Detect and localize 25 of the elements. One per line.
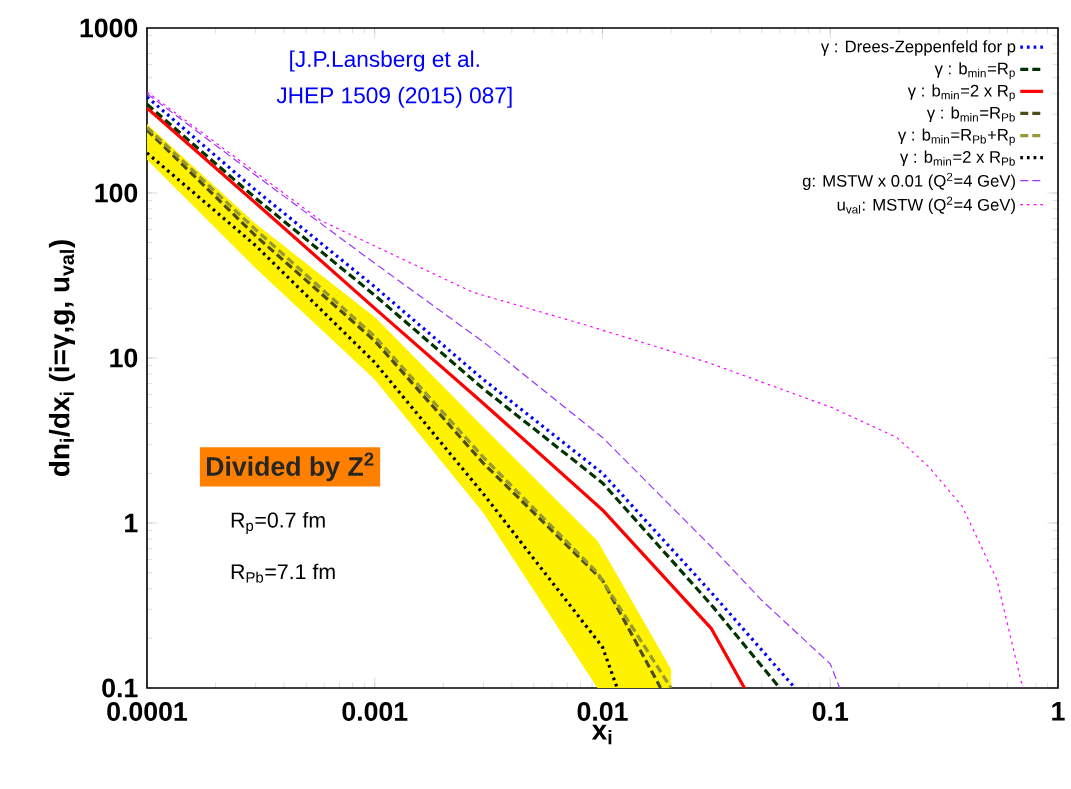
x-tick-label: 0.1 <box>812 702 849 721</box>
y-tick-label: 10 <box>110 348 138 368</box>
legend-label: γ : b$_{min}$=R$_{p}$ <box>934 62 1015 80</box>
legend-label: u$_{val}$: MSTW (Q$^{2}$=4 GeV) <box>837 196 1015 214</box>
x-tick-label: 1 <box>1052 702 1065 721</box>
x-axis-title: x$_{i}$ <box>591 724 612 745</box>
annotation: JHEP 1509 (2015) 087] <box>276 86 512 108</box>
y-tick-label: 1 <box>125 513 138 533</box>
y-axis-title: dn$_{i}$/dx$_{i}$ (i=γ,g, u$_{val}$) <box>48 240 76 477</box>
y-tick-label: 100 <box>95 183 138 203</box>
legend-label: γ : b$_{min}$=2 x R$_{Pb}$ <box>900 150 1015 167</box>
legend-label: γ : b$_{min}$=R$_{Pb}$ <box>926 106 1015 122</box>
legend-label: γ : Drees-Zeppenfeld for p <box>820 40 1016 56</box>
annotation: R$_{Pb}$=7.1 fm <box>231 563 335 583</box>
annotation: Divided by Z$^{2}$ <box>207 452 374 482</box>
x-tick-label: 0.001 <box>342 702 408 721</box>
annotation: R$_{p}$=0.7 fm <box>231 512 325 534</box>
legend-label: g: MSTW x 0.01 (Q$^{2}$=4 GeV) <box>802 172 1015 191</box>
x-tick-label: 0.01 <box>577 702 628 721</box>
legend-label: γ : b$_{min}$=R$_{Pb}$+R$_{p}$ <box>897 128 1015 146</box>
legend-label: γ : b$_{min}$=2 x R$_{p}$ <box>907 84 1015 102</box>
y-tick-label: 1000 <box>80 18 138 38</box>
annotation: [J.P.Lansberg et al. <box>290 50 479 72</box>
y-tick-label: 0.1 <box>102 678 138 698</box>
x-tick-label: 0.0001 <box>107 702 188 721</box>
